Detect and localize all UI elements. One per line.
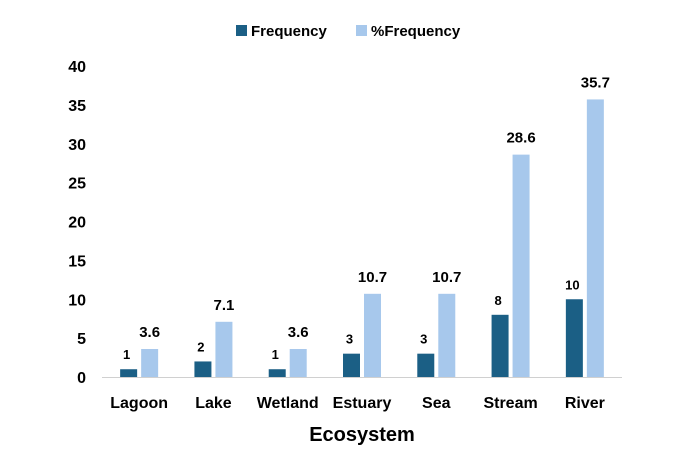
bar-percent-frequency xyxy=(215,321,233,377)
x-tick-label: Stream xyxy=(483,395,537,412)
data-label-percent-frequency: 10.7 xyxy=(432,269,461,286)
x-axis-title: Ecosystem xyxy=(309,424,415,446)
data-label-frequency: 8 xyxy=(494,293,501,308)
bar-percent-frequency xyxy=(364,293,381,377)
data-label-percent-frequency: 28.6 xyxy=(506,130,535,147)
y-tick-label: 15 xyxy=(68,253,86,270)
data-label-percent-frequency: 3.6 xyxy=(288,324,309,341)
bar-percent-frequency xyxy=(438,293,456,377)
data-label-percent-frequency: 7.1 xyxy=(213,297,234,314)
data-label-percent-frequency: 10.7 xyxy=(358,269,387,286)
data-label-percent-frequency: 35.7 xyxy=(581,74,610,91)
bar-frequency xyxy=(120,369,138,377)
x-tick-label: Sea xyxy=(422,395,451,412)
bar-frequency xyxy=(194,361,212,377)
y-axis: 0 5 10 15 20 25 30 35 40 xyxy=(68,59,86,387)
bar-percent-frequency xyxy=(141,349,159,377)
bar-frequency xyxy=(343,353,360,377)
y-tick-label: 25 xyxy=(68,176,86,193)
data-label-frequency: 2 xyxy=(197,339,204,354)
y-tick-label: 40 xyxy=(68,59,86,76)
data-label-frequency: 3 xyxy=(420,332,427,347)
x-tick-label: Wetland xyxy=(257,395,319,412)
data-label-frequency: 10 xyxy=(565,277,579,292)
bar-percent-frequency xyxy=(512,154,530,377)
y-tick-label: 10 xyxy=(68,292,86,309)
x-axis: Lagoon Lake Wetland Estuary Sea Stream River xyxy=(102,377,622,412)
y-tick-label: 35 xyxy=(68,98,86,115)
x-tick-label: Estuary xyxy=(333,395,392,412)
data-label-frequency: 1 xyxy=(272,347,279,362)
data-label-frequency: 1 xyxy=(123,347,130,362)
y-tick-label: 5 xyxy=(77,331,86,348)
bar-frequency xyxy=(417,353,435,377)
y-tick-label: 0 xyxy=(77,370,86,387)
bar-percent-frequency xyxy=(586,99,604,378)
data-label-percent-frequency: 3.6 xyxy=(139,324,160,341)
bar-percent-frequency xyxy=(289,349,307,377)
legend-label-percent-frequency: %Frequency xyxy=(371,23,461,40)
legend: Frequency %Frequency xyxy=(236,23,461,40)
x-tick-label: Lagoon xyxy=(110,395,168,412)
bar-frequency xyxy=(268,369,286,377)
bars: 1 3.6 2 7.1 1 3.6 3 10.7 3 10.7 8 28.6 10 35.7 xyxy=(120,74,610,378)
bar-frequency xyxy=(491,314,509,377)
legend-swatch-frequency xyxy=(236,25,247,36)
data-label-frequency: 3 xyxy=(346,332,353,347)
legend-label-frequency: Frequency xyxy=(251,23,328,40)
y-tick-label: 20 xyxy=(68,215,86,232)
y-tick-label: 30 xyxy=(68,137,86,154)
bar-frequency xyxy=(565,299,583,377)
x-tick-label: River xyxy=(565,395,605,412)
legend-swatch-percent-frequency xyxy=(356,25,367,36)
x-tick-label: Lake xyxy=(195,395,232,412)
